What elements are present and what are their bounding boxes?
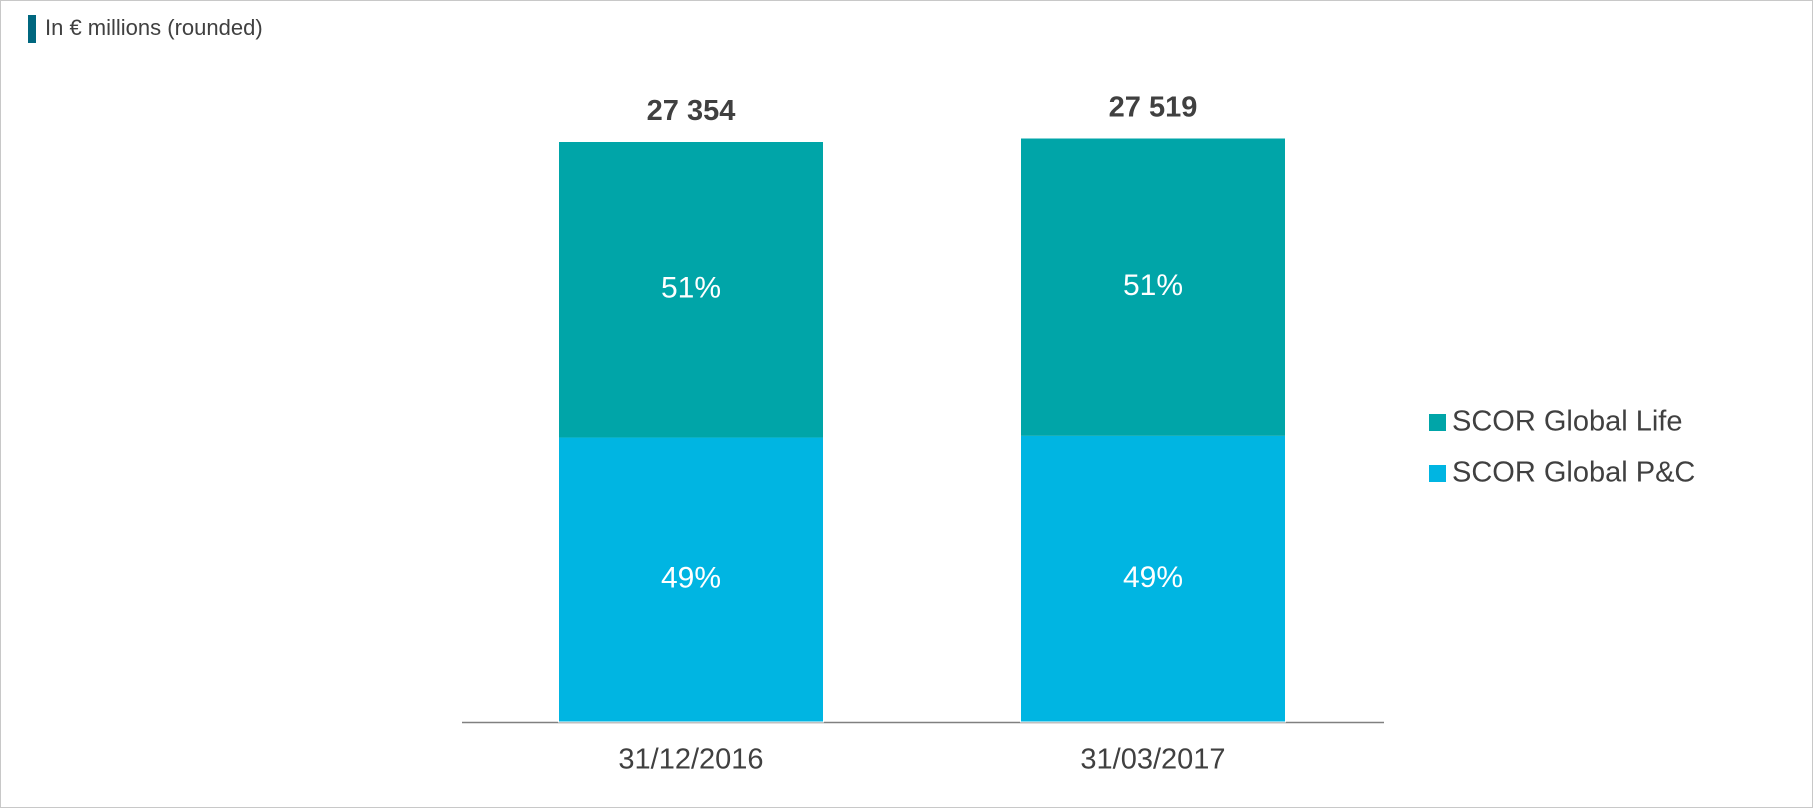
total-label: 27 354 [647, 95, 736, 127]
segment-label: 51% [661, 271, 721, 304]
subtitle-marker [28, 15, 36, 43]
bar-segment [1020, 138, 1286, 436]
bar-total [1020, 137, 1286, 723]
legend-label: SCOR Global P&C [1452, 457, 1695, 489]
legend-swatch [1429, 465, 1446, 482]
segment-label: 49% [661, 562, 721, 595]
bar-total [558, 141, 824, 723]
bar-segment [558, 437, 824, 722]
legend-swatch [1429, 414, 1446, 431]
x-tick-label: 31/03/2017 [1080, 744, 1225, 776]
bar-segment [558, 141, 824, 438]
segment-label: 49% [1123, 561, 1183, 594]
legend-label: SCOR Global Life [1452, 406, 1683, 438]
total-label: 27 519 [1109, 92, 1198, 124]
x-tick-label: 31/12/2016 [618, 744, 763, 776]
segment-label: 51% [1123, 269, 1183, 302]
chart-subtitle: In € millions (rounded) [45, 15, 263, 40]
bar-segment [1020, 435, 1286, 722]
